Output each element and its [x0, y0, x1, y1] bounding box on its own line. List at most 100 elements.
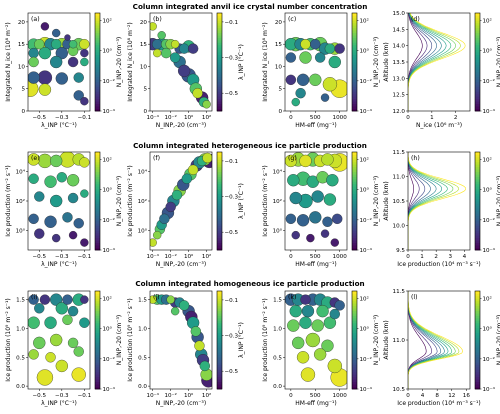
colorbar-segment: [95, 81, 100, 85]
colorbar-segment: [217, 181, 222, 185]
y-tick-label: 10.5: [393, 199, 406, 205]
data-point: [52, 28, 61, 38]
colorbar-segment: [475, 386, 480, 390]
colorbar-segment: [95, 371, 100, 375]
data-point: [62, 294, 73, 305]
colorbar-segment: [217, 330, 222, 334]
colorbar-segment: [217, 52, 222, 56]
colorbar-segment: [217, 342, 222, 346]
y-axis-label: Ice production (m⁻² s⁻¹): [5, 165, 12, 237]
colorbar-segment: [352, 344, 357, 348]
colorbar-segment: [352, 291, 357, 294]
colorbar-tick-label: −0.5: [225, 230, 239, 236]
y-tick-label: 0: [143, 109, 147, 115]
profile-line: [408, 13, 457, 111]
colorbar-segment: [217, 169, 222, 172]
colorbar-segment: [217, 386, 222, 390]
colorbar-segment: [95, 245, 100, 248]
colorbar-tick-label: 10²: [360, 296, 369, 303]
panel-e: −0.5 −0.3 −0.1 10⁰ 10² 10⁴ (e) λ_INP (°C⁻¹) Ice …: [5, 151, 123, 268]
colorbar: 10⁻⁴ 10⁻² 10⁰ 10² N_INP,-20 (cm⁻³): [474, 290, 500, 393]
panel-h: 0 1 2 3 4 9.5 10.0 10.5 11.0 11.5 (h) Ice productio…: [383, 150, 500, 268]
colorbar-label: N_INP,-20 (cm⁻³): [116, 315, 123, 365]
colorbar-segment: [217, 340, 222, 343]
colorbar-segment: [95, 381, 100, 385]
colorbar-segment: [475, 310, 480, 314]
data-point: [306, 233, 315, 243]
colorbar-segment: [352, 208, 357, 212]
colorbar-segment: [217, 230, 222, 234]
colorbar-segment: [217, 337, 222, 341]
colorbar-segment: [475, 308, 480, 311]
colorbar-segment: [352, 215, 357, 219]
y-tick-label: 10⁴: [273, 168, 283, 175]
colorbar-frame: [94, 151, 101, 251]
colorbar-segment: [217, 154, 222, 158]
colorbar-segment: [352, 213, 357, 217]
colorbar-segment: [95, 171, 100, 175]
profile-line: [408, 291, 445, 389]
colorbar-tick-label: 10⁰: [483, 326, 493, 333]
panel-j: 10⁻⁴ 10⁻² 10⁰ 10² 0.0 0.5 1.0 1.5 (j) N_INP,-20 (…: [127, 290, 245, 407]
colorbar-segment: [352, 25, 357, 29]
colorbar-segment: [352, 103, 357, 107]
x-axis-label: λ_INP (°C⁻¹): [41, 122, 77, 129]
data-point: [80, 189, 89, 198]
colorbar-segment: [475, 174, 480, 177]
colorbar-segment: [475, 352, 480, 356]
colorbar-segment: [475, 183, 480, 187]
colorbar-segment: [95, 166, 100, 170]
colorbar-segment: [95, 103, 100, 107]
data-point: [152, 39, 163, 50]
panel-label: (f): [153, 155, 160, 162]
colorbar-segment: [475, 205, 480, 209]
colorbar-segment: [352, 210, 357, 214]
colorbar-segment: [352, 366, 357, 370]
y-tick-label: 11.0: [393, 338, 406, 344]
colorbar-segment: [352, 317, 357, 321]
data-point: [323, 316, 337, 329]
y-tick-label: 11.5: [393, 289, 406, 295]
colorbar-segment: [352, 71, 357, 75]
data-point: [153, 48, 162, 58]
colorbar-segment: [95, 349, 100, 353]
panel-f: 10⁻⁴ 10⁻² 10⁰ 10² 10⁰ 10² 10⁴ (f) N_INP,-20 (cm⁻…: [127, 151, 245, 268]
colorbar-segment: [217, 359, 222, 363]
colorbar-frame: [216, 151, 223, 251]
colorbar-tick-label: 10⁻⁴: [483, 247, 496, 254]
colorbar-segment: [217, 108, 222, 112]
plot-area: [285, 152, 347, 247]
colorbar-segment: [217, 203, 222, 207]
data-point: [34, 191, 45, 202]
panel-label: (l): [411, 294, 418, 301]
colorbar-segment: [352, 374, 357, 378]
colorbar-segment: [475, 335, 480, 338]
colorbar-segment: [217, 295, 222, 299]
colorbar-segment: [475, 300, 480, 304]
colorbar-segment: [95, 230, 100, 234]
colorbar-segment: [352, 166, 357, 170]
y-tick-label: 10.0: [393, 224, 406, 230]
colorbar-segment: [95, 22, 100, 26]
colorbar-segment: [95, 188, 100, 192]
panel-i: −0.5 −0.3 −0.1 0.0 0.5 1.0 1.5 (i) λ_INP (°C⁻¹) I…: [5, 290, 123, 407]
x-axis-label: HM-eff (mg⁻¹): [295, 400, 337, 407]
colorbar-segment: [475, 198, 480, 202]
colorbar-segment: [95, 366, 100, 370]
axes-frame: [284, 12, 348, 112]
profile-line: [408, 13, 442, 111]
plot-area: [28, 22, 90, 106]
data-point: [314, 52, 326, 63]
colorbar-segment: [475, 191, 480, 195]
colorbar-segment: [352, 59, 357, 63]
colorbar-segment: [352, 152, 357, 155]
plot-area: [285, 37, 347, 107]
colorbar-segment: [352, 188, 357, 192]
y-tick-label: 1.5: [16, 298, 25, 304]
y-tick-label: 0.0: [16, 384, 25, 390]
colorbar-segment: [217, 349, 222, 353]
colorbar-segment: [217, 196, 222, 199]
x-tick-label: 10⁰: [184, 253, 194, 260]
colorbar-segment: [95, 223, 100, 226]
colorbar-segment: [475, 42, 480, 46]
